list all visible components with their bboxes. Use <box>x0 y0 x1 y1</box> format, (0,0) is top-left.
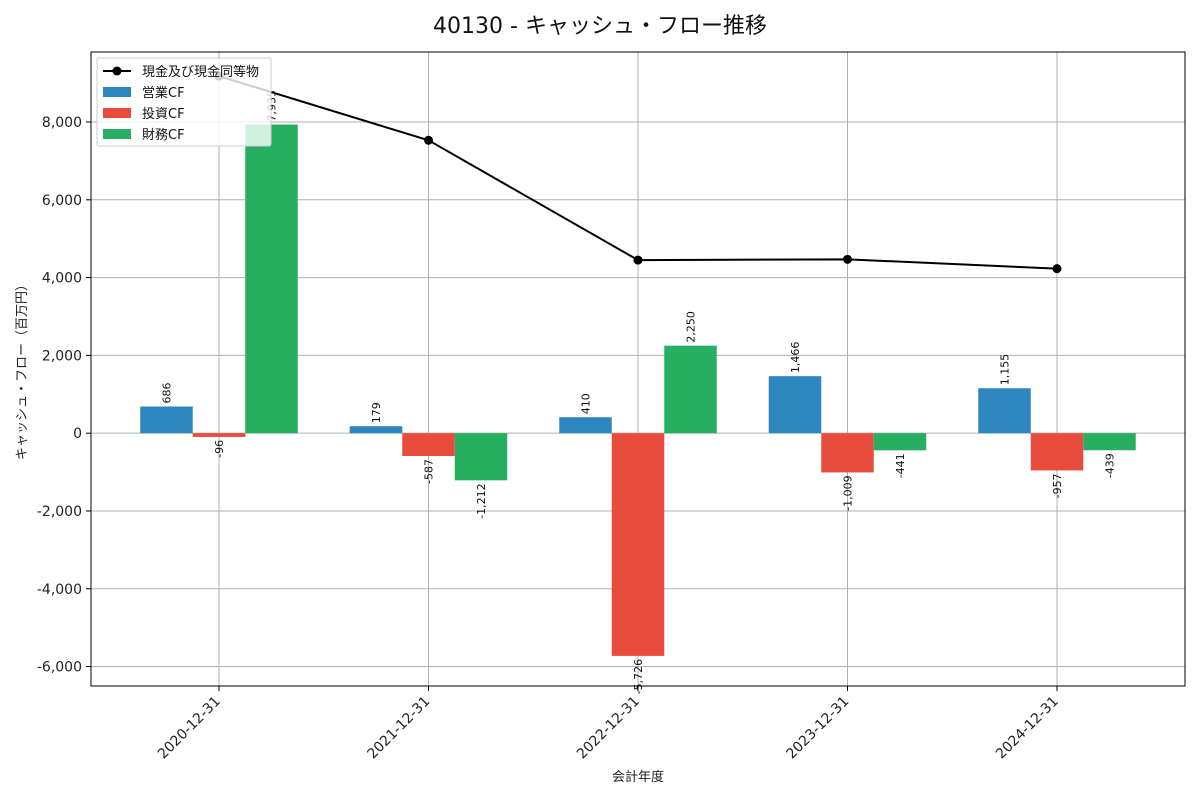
data-label: -5,726 <box>632 659 645 694</box>
bars <box>140 124 1136 656</box>
x-tick-label: 2022-12-31 <box>574 694 643 763</box>
x-tick-label: 2021-12-31 <box>364 694 433 763</box>
legend-line-marker <box>112 66 122 76</box>
x-tick-label: 2024-12-31 <box>993 694 1062 763</box>
data-label: 2,250 <box>685 311 698 343</box>
y-tick-label: -2,000 <box>37 504 82 520</box>
data-label: -441 <box>894 453 907 478</box>
legend-swatch-財務CF <box>103 129 131 139</box>
chart-title: 40130 - キャッシュ・フロー推移 <box>433 14 767 39</box>
bar-営業CF-2021-12-31 <box>349 426 403 434</box>
data-label: 1,466 <box>789 342 802 374</box>
data-label: -957 <box>1051 473 1064 498</box>
data-label: 179 <box>370 402 383 423</box>
bar-投資CF-2023-12-31 <box>821 433 874 473</box>
x-tick-label: 2023-12-31 <box>783 694 852 763</box>
cash-point-2023-12-31 <box>843 254 852 264</box>
legend-box <box>96 57 272 147</box>
bar-投資CF-2022-12-31 <box>611 433 665 656</box>
cash-point-2022-12-31 <box>633 255 643 265</box>
y-tick-label: 0 <box>73 426 82 442</box>
data-label: 410 <box>580 393 593 414</box>
bar-財務CF-2023-12-31 <box>873 433 927 451</box>
bar-営業CF-2020-12-31 <box>140 406 193 434</box>
x-axis-label: 会計年度 <box>612 769 664 785</box>
bar-財務CF-2020-12-31 <box>245 124 298 434</box>
bar-営業CF-2024-12-31 <box>978 388 1031 434</box>
legend-label: 投資CF <box>142 106 185 122</box>
legend-label: 営業CF <box>142 85 185 101</box>
bar-財務CF-2022-12-31 <box>664 345 717 434</box>
y-tick-label: 2,000 <box>42 348 82 364</box>
legend-swatch-投資CF <box>103 108 131 118</box>
data-label: -1,009 <box>842 475 855 510</box>
bar-営業CF-2022-12-31 <box>559 417 612 434</box>
y-tick-label: 6,000 <box>42 193 82 209</box>
y-tick-label: -4,000 <box>37 582 82 598</box>
data-label: -439 <box>1104 453 1117 478</box>
bar-営業CF-2023-12-31 <box>768 376 822 434</box>
data-label: -587 <box>423 459 436 484</box>
bar-投資CF-2024-12-31 <box>1030 433 1084 471</box>
bar-投資CF-2020-12-31 <box>192 433 246 437</box>
y-axis-label: キャッシュ・フロー（百万円） <box>15 278 30 460</box>
legend-swatch-営業CF <box>103 87 131 97</box>
data-label: 1,155 <box>999 354 1012 386</box>
bar-財務CF-2024-12-31 <box>1083 433 1136 451</box>
bar-投資CF-2021-12-31 <box>402 433 455 457</box>
data-label: -1,212 <box>475 483 488 518</box>
legend-label: 財務CF <box>142 128 185 143</box>
y-tick-label: 8,000 <box>42 115 82 131</box>
data-label: -96 <box>213 440 226 458</box>
data-label: 686 <box>161 382 174 403</box>
x-tick-label: 2020-12-31 <box>155 694 224 763</box>
y-tick-label: -6,000 <box>37 660 82 676</box>
legend-label: 現金及び現金同等物 <box>142 64 259 80</box>
cash-point-2021-12-31 <box>424 135 433 145</box>
y-tick-label: 4,000 <box>42 271 82 287</box>
cash-point-2024-12-31 <box>1052 264 1062 274</box>
bar-財務CF-2021-12-31 <box>454 433 508 481</box>
